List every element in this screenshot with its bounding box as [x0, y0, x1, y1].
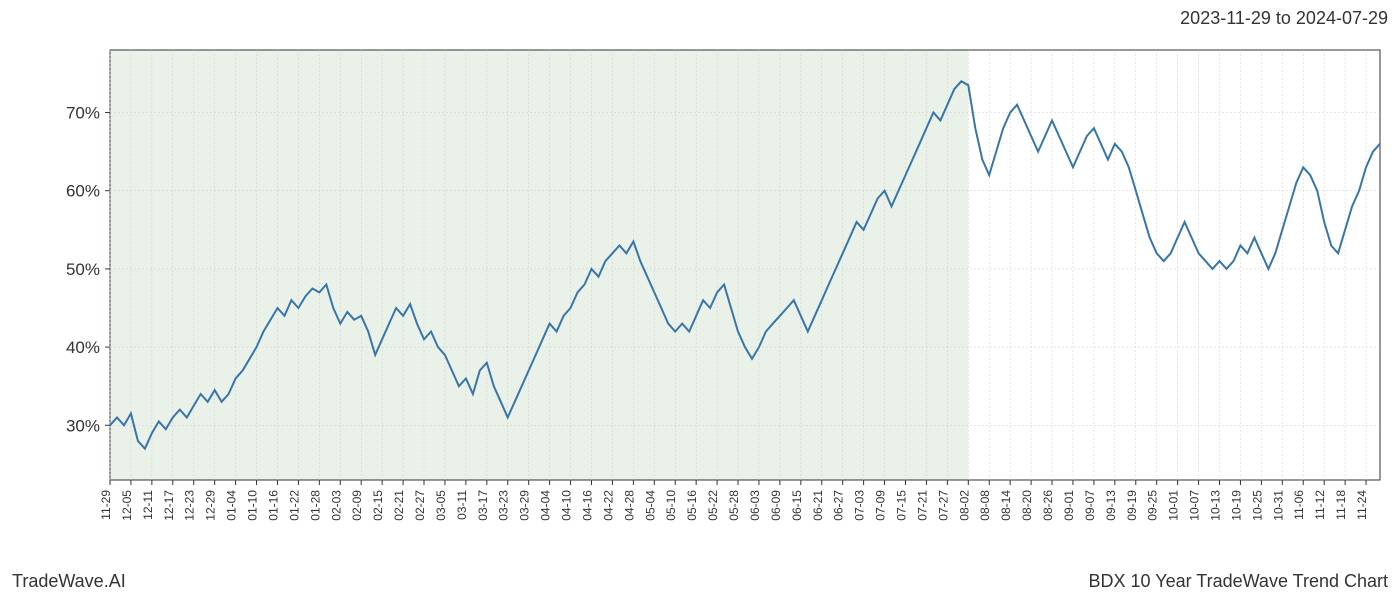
x-axis-label: 08-14 — [999, 490, 1013, 521]
x-axis-label: 03-17 — [476, 490, 490, 521]
x-axis-label: 04-22 — [601, 490, 615, 521]
x-axis-label: 06-21 — [811, 490, 825, 521]
x-axis-label: 02-21 — [392, 490, 406, 521]
x-axis-label: 02-03 — [329, 490, 343, 521]
x-axis-label: 12-17 — [162, 490, 176, 521]
x-axis-label: 10-13 — [1209, 490, 1223, 521]
x-axis-label: 05-16 — [685, 490, 699, 521]
x-axis-label: 11-24 — [1355, 490, 1369, 520]
x-axis-label: 01-10 — [246, 490, 260, 521]
x-axis-label: 02-27 — [413, 490, 427, 521]
x-axis-label: 09-25 — [1146, 490, 1160, 521]
x-axis-label: 11-12 — [1313, 490, 1327, 520]
x-axis-label: 10-19 — [1229, 490, 1243, 521]
x-axis-label: 08-08 — [978, 490, 992, 521]
x-axis-label: 03-11 — [455, 490, 469, 520]
x-axis-label: 12-23 — [183, 490, 197, 521]
x-axis-label: 07-27 — [936, 490, 950, 521]
x-axis-label: 01-16 — [266, 490, 280, 521]
x-axis-label: 04-16 — [580, 490, 594, 521]
x-axis-label: 11-18 — [1334, 490, 1348, 520]
x-axis-label: 04-10 — [560, 490, 574, 521]
footer-brand: TradeWave.AI — [12, 571, 126, 592]
x-axis-label: 06-09 — [769, 490, 783, 521]
y-axis-label: 70% — [66, 104, 100, 123]
trend-chart: 30% 40% 50% 60% 70% 11-29 12-05 12-11 12-17 12-23… — [10, 45, 1390, 555]
x-axis-label: 08-26 — [1041, 490, 1055, 521]
date-range-header: 2023-11-29 to 2024-07-29 — [1180, 8, 1388, 29]
x-axis-label: 05-28 — [727, 490, 741, 521]
x-axis-label: 10-31 — [1271, 490, 1285, 521]
x-axis-label: 02-15 — [371, 490, 385, 521]
y-axis-label: 50% — [66, 260, 100, 279]
x-axis-label: 02-09 — [350, 490, 364, 521]
chart-container: 30% 40% 50% 60% 70% 11-29 12-05 12-11 12-17 12-23… — [10, 45, 1390, 555]
x-axis-label: 03-23 — [497, 490, 511, 521]
x-axis-label: 06-15 — [790, 490, 804, 521]
x-axis-label: 01-22 — [287, 490, 301, 521]
x-axis-label: 12-05 — [120, 490, 134, 521]
x-axis-label: 12-29 — [204, 490, 218, 521]
x-axis-label: 05-10 — [664, 490, 678, 521]
x-axis-label: 01-04 — [225, 490, 239, 521]
x-axis-label: 09-01 — [1062, 490, 1076, 521]
highlight-region — [110, 50, 968, 480]
footer-chart-title: BDX 10 Year TradeWave Trend Chart — [1089, 571, 1389, 592]
y-axis-label: 30% — [66, 416, 100, 435]
x-axis-label: 10-25 — [1250, 490, 1264, 521]
x-axis-label: 07-21 — [915, 490, 929, 521]
x-axis-label: 07-03 — [853, 490, 867, 521]
x-axis-label: 04-28 — [622, 490, 636, 521]
y-axis-label: 40% — [66, 338, 100, 357]
x-axis-label: 08-20 — [1020, 490, 1034, 521]
x-axis-label: 11-06 — [1292, 490, 1306, 520]
x-axis-label: 06-27 — [832, 490, 846, 521]
x-axis-label: 10-07 — [1188, 490, 1202, 521]
x-axis-label: 05-22 — [706, 490, 720, 521]
y-axis-label: 60% — [66, 182, 100, 201]
x-axis-label: 07-09 — [874, 490, 888, 521]
x-axis-label: 06-03 — [748, 490, 762, 521]
x-axis-label: 12-11 — [141, 490, 155, 520]
x-axis-label: 09-13 — [1104, 490, 1118, 521]
x-axis-label: 09-19 — [1125, 490, 1139, 521]
x-axis-label: 09-07 — [1083, 490, 1097, 521]
x-axis-label: 05-04 — [643, 490, 657, 521]
x-axis-label: 03-29 — [518, 490, 532, 521]
x-axis-label: 10-01 — [1167, 490, 1181, 521]
x-axis-label: 01-28 — [308, 490, 322, 521]
x-axis-label: 07-15 — [894, 490, 908, 521]
x-axis-label: 04-04 — [539, 490, 553, 521]
x-axis-label: 08-02 — [957, 490, 971, 521]
x-axis-label: 03-05 — [434, 490, 448, 521]
x-axis-label: 11-29 — [99, 490, 113, 520]
